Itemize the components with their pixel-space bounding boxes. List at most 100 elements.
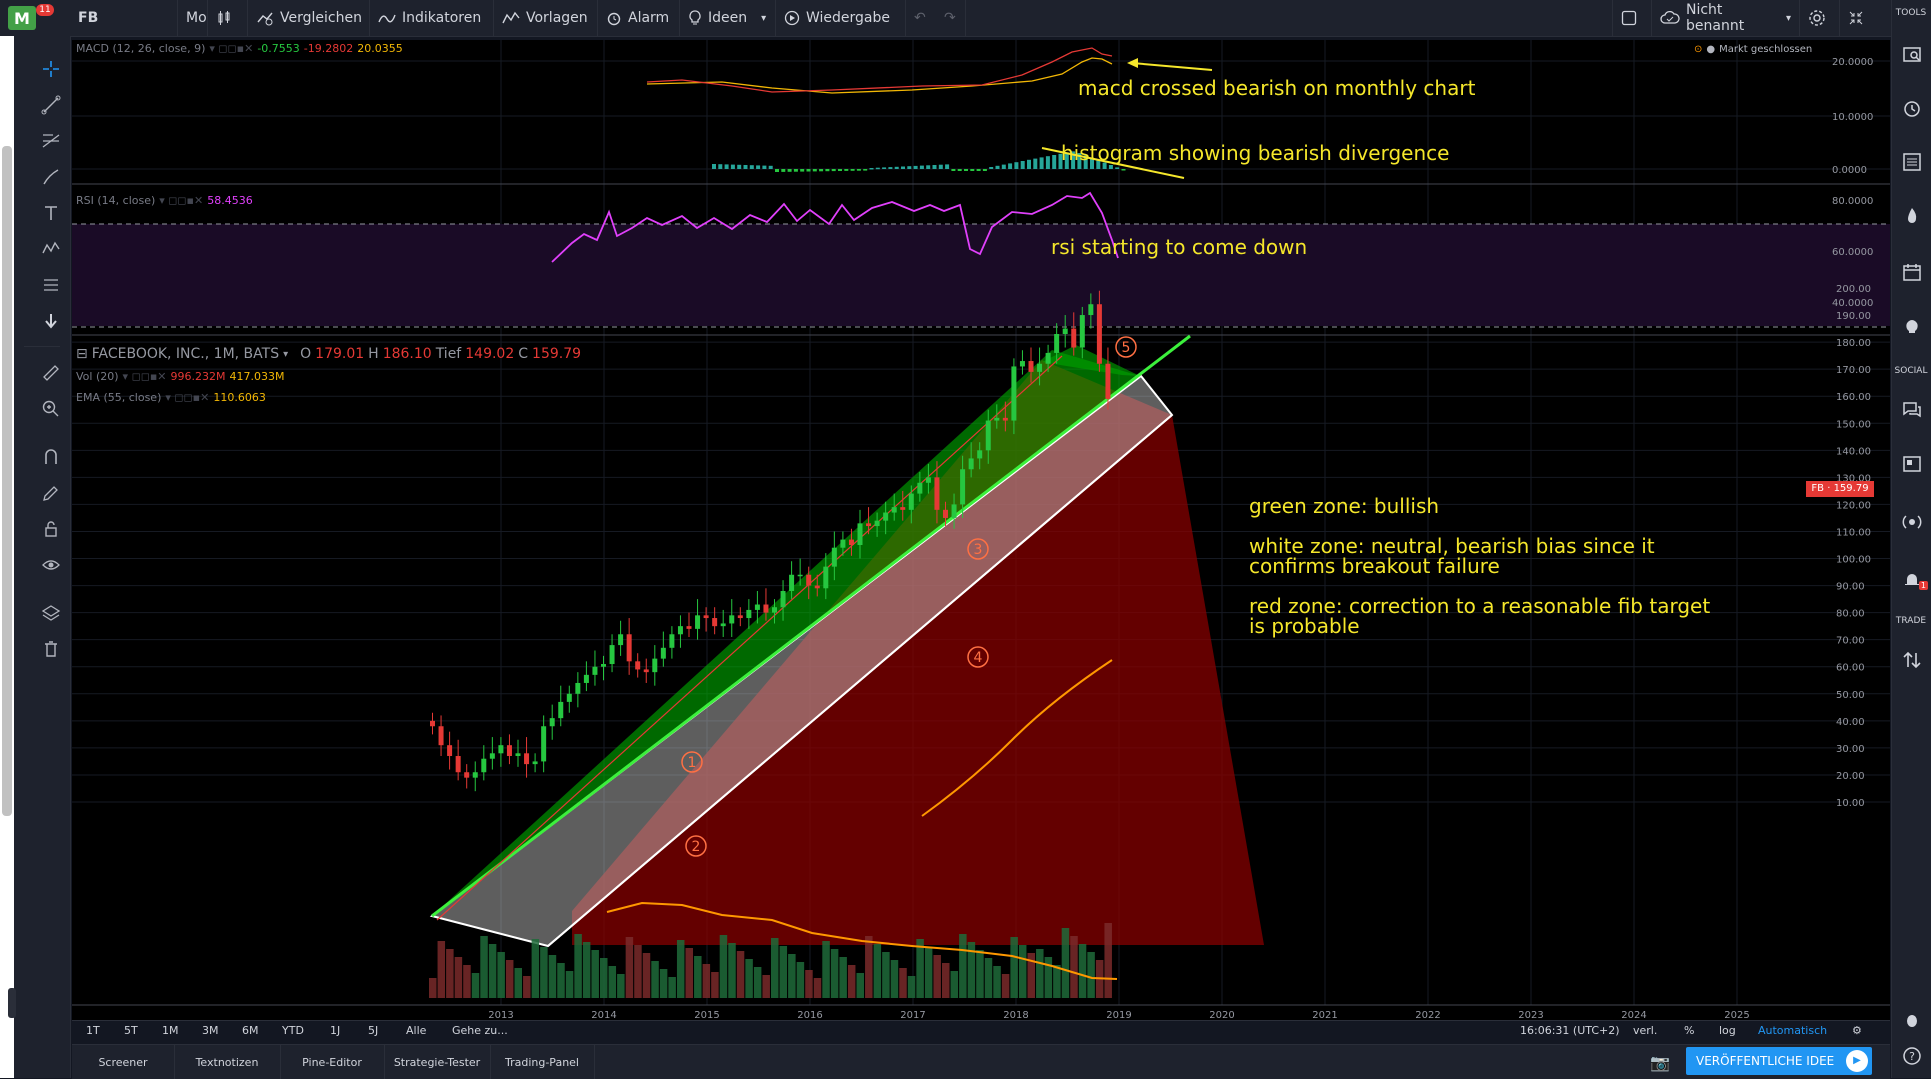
toolbar-divider (24, 346, 60, 347)
app-logo[interactable]: M (8, 6, 36, 30)
clock-readout[interactable]: 16:06:31 (UTC+2) (1520, 1024, 1620, 1037)
price-tick-label: 140.00 (1836, 446, 1871, 457)
red-zone-annotation-line-2: is probable (1249, 614, 1360, 638)
data-window-button[interactable] (1898, 148, 1926, 176)
visibility-tool[interactable] (36, 552, 66, 578)
timeframe-6m[interactable]: 6M (242, 1024, 259, 1037)
timeframe-3m[interactable]: 3M (202, 1024, 219, 1037)
text-tool[interactable] (36, 200, 66, 226)
notification-count: 1 (1918, 581, 1928, 590)
timeframe-5y[interactable]: 5J (368, 1024, 379, 1037)
collapse-button[interactable] (1840, 0, 1880, 36)
help-button[interactable]: ? (1898, 1042, 1926, 1070)
calendar-button[interactable] (1898, 258, 1926, 286)
ema-legend[interactable]: EMA (55, close) ▾ ◻◻▪✕ 110.6063 (76, 391, 266, 404)
bull-trendline (431, 334, 1191, 918)
volume-bar (497, 952, 505, 998)
volume-legend[interactable]: Vol (20) ▾ ◻◻▪✕ 996.232M 417.033M (76, 370, 284, 383)
settings-button[interactable] (1800, 0, 1840, 36)
indicators-button[interactable]: Indikatoren (370, 0, 494, 36)
publish-idea-button[interactable]: VERÖFFENTLICHE IDEE ▶ (1686, 1047, 1872, 1075)
log-toggle[interactable]: log (1719, 1024, 1736, 1037)
collapse-legend-icon[interactable]: ⊟ (76, 346, 88, 362)
chevron-down-icon[interactable]: ▾ (283, 348, 289, 360)
main-legend[interactable]: ⊟ FACEBOOK, INC., 1M, BATS ▾ O 179.01 H 186… (76, 346, 581, 362)
trading-button[interactable] (1898, 646, 1926, 674)
object-tree-tool[interactable] (36, 600, 66, 626)
histogram-annotation-line (1041, 147, 1185, 179)
rsi-legend[interactable]: RSI (14, close) ▾ ◻◻▪✕ 58.4536 (76, 194, 253, 207)
tab-text-notes[interactable]: Textnotizen (174, 1045, 281, 1079)
streams-button[interactable] (1898, 508, 1926, 536)
play-icon: ▶ (1846, 1050, 1868, 1072)
ruler-tool[interactable] (36, 360, 66, 386)
gear-icon[interactable]: ⚙ (1852, 1024, 1862, 1037)
trendline-tool[interactable] (36, 92, 66, 118)
legend-controls[interactable]: ▾ ◻◻▪✕ (159, 194, 204, 207)
layout-save-button[interactable]: Nicht benannt ▾ (1652, 0, 1800, 36)
timeframe-all[interactable]: Alle (406, 1024, 427, 1037)
brush-tool[interactable] (36, 164, 66, 190)
zoom-tool[interactable] (36, 396, 66, 422)
timeframe-1d[interactable]: 1T (86, 1024, 100, 1037)
timeframe-ytd[interactable]: YTD (282, 1024, 304, 1037)
notifications-button[interactable]: 1 (1898, 566, 1928, 594)
goto-date-button[interactable]: Gehe zu... (452, 1024, 508, 1037)
interval-button[interactable]: Mo (178, 0, 208, 36)
timeframe-5d[interactable]: 5T (124, 1024, 138, 1037)
timeframe-1m[interactable]: 1M (162, 1024, 179, 1037)
percent-toggle[interactable]: % (1684, 1024, 1695, 1037)
legend-controls[interactable]: ▾ ◻◻▪✕ (122, 370, 167, 383)
candle-body (831, 547, 837, 567)
timeframe-1y[interactable]: 1J (330, 1024, 341, 1037)
pattern-tool[interactable] (36, 236, 66, 262)
auto-scale-toggle[interactable]: Automatisch (1758, 1024, 1828, 1037)
volume-bar (676, 940, 685, 998)
remove-drawings-tool[interactable] (36, 636, 66, 662)
magnet-tool[interactable] (36, 444, 66, 470)
stay-drawing-tool[interactable] (36, 480, 66, 506)
camera-icon[interactable]: 📷 (1650, 1053, 1670, 1072)
chart-type-button[interactable] (208, 0, 248, 36)
tab-trading-panel[interactable]: Trading-Panel (490, 1045, 595, 1079)
undo-button[interactable]: ↶ (906, 0, 936, 36)
redo-button[interactable]: ↷ (936, 0, 966, 36)
alerts-button[interactable] (1898, 94, 1926, 122)
ideas-stream-button[interactable] (1898, 314, 1926, 342)
legend-controls[interactable]: ▾ ◻◻▪✕ (165, 391, 210, 404)
extended-hours-toggle[interactable]: verl. (1633, 1024, 1658, 1037)
hotkeys-button[interactable] (1898, 1006, 1926, 1034)
news-button[interactable] (1898, 450, 1926, 478)
watchlist-button[interactable] (1898, 40, 1926, 68)
panel-collapse-handle[interactable] (8, 988, 16, 1018)
macd-legend[interactable]: MACD (12, 26, close, 9) ▾ ◻◻▪✕ -0.7553 -… (76, 42, 403, 55)
more-tools-button[interactable] (36, 308, 66, 334)
symbol-search[interactable]: FB (70, 0, 178, 36)
ideas-button[interactable]: Ideen ▾ (680, 0, 776, 36)
macd-histogram-bar (1096, 160, 1101, 169)
volume-bar (574, 934, 582, 998)
chart-canvas[interactable]: 1 2 3 4 5 200.00 190.00 180.00 170.00 160.00 150.… (72, 40, 1890, 1020)
prediction-tool[interactable] (36, 272, 66, 298)
candle-body (447, 745, 453, 757)
volume-bar (668, 977, 676, 998)
tab-pine-editor[interactable]: Pine-Editor (280, 1045, 385, 1079)
tab-strategy-tester[interactable]: Strategie-Tester (384, 1045, 491, 1079)
crosshair-tool[interactable] (36, 56, 66, 82)
macd-signal-line (646, 57, 1113, 94)
templates-button[interactable]: Vorlagen (494, 0, 598, 36)
candle-body (866, 523, 872, 527)
fullscreen-button[interactable] (1612, 0, 1652, 36)
replay-button[interactable]: Wiedergabe (776, 0, 906, 36)
chat-button[interactable] (1898, 396, 1926, 424)
lock-tool[interactable] (36, 516, 66, 542)
fib-tool[interactable] (36, 128, 66, 154)
scrollbar-thumb[interactable] (2, 146, 12, 816)
compare-button[interactable]: Vergleichen (248, 0, 370, 36)
chart-area[interactable]: 1 2 3 4 5 200.00 190.00 180.00 170.00 160.00 150.… (72, 40, 1890, 1020)
tab-screener[interactable]: Screener (72, 1045, 175, 1079)
alarm-button[interactable]: Alarm (598, 0, 680, 36)
macd-histogram-bar (756, 165, 761, 169)
hotlists-button[interactable] (1898, 202, 1926, 230)
legend-controls[interactable]: ▾ ◻◻▪✕ (209, 42, 254, 55)
